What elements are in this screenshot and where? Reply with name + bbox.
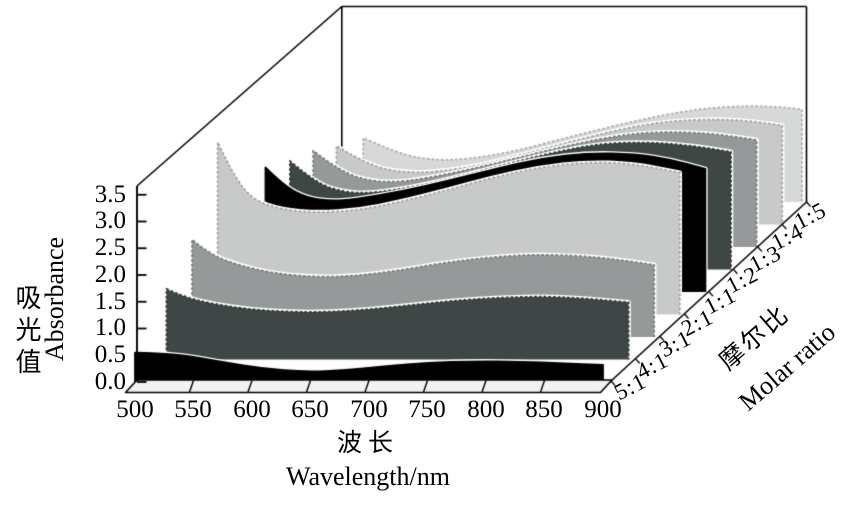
x-tick-label: 900 (584, 396, 622, 423)
x-tick-label: 550 (174, 396, 212, 423)
y-tick-label: 3.0 (94, 207, 126, 234)
x-tick-label: 650 (291, 396, 329, 423)
y-tick-label: 0.5 (94, 341, 126, 368)
y-tick-label: 2.5 (94, 234, 126, 261)
y-tick-label: 3.5 (94, 181, 126, 208)
y-tick-label: 1.0 (94, 314, 126, 341)
y-tick-label: 0.0 (94, 368, 126, 395)
x-tick-label: 750 (408, 396, 446, 423)
y-axis-title-en: Absorbance (40, 236, 69, 362)
y-axis-title-zh: 吸光值 (12, 284, 41, 380)
x-axis-title-en: Wavelength/nm (286, 462, 450, 491)
x-tick-label: 500 (116, 396, 154, 423)
x-axis-title-zh: 波长 (336, 430, 399, 457)
x-tick-label: 850 (525, 396, 563, 423)
x-tick-label: 700 (350, 396, 388, 423)
x-tick-label: 800 (467, 396, 505, 423)
x-tick-label: 600 (233, 396, 271, 423)
y-tick-label: 2.0 (94, 261, 126, 288)
y-tick-label: 1.5 (94, 288, 126, 315)
